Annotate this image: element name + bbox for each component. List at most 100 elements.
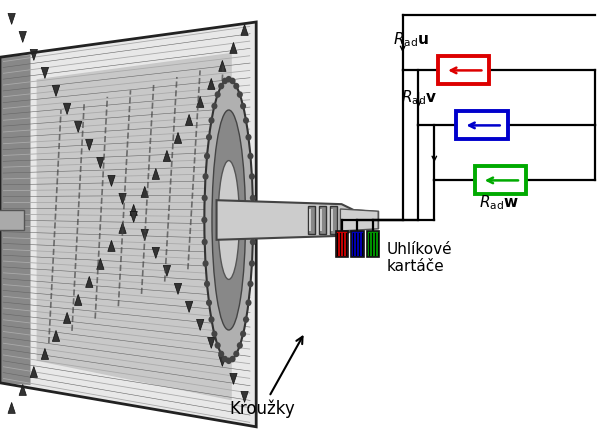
Polygon shape [8, 403, 15, 414]
Ellipse shape [218, 161, 239, 279]
Ellipse shape [250, 239, 256, 246]
Polygon shape [130, 205, 137, 216]
Polygon shape [185, 114, 193, 125]
Polygon shape [63, 103, 71, 114]
Polygon shape [74, 294, 82, 305]
Bar [330, 206, 337, 234]
Ellipse shape [233, 83, 239, 89]
Polygon shape [37, 53, 232, 400]
Ellipse shape [248, 281, 254, 287]
Polygon shape [241, 392, 248, 403]
Ellipse shape [245, 134, 251, 140]
Polygon shape [108, 240, 115, 251]
Polygon shape [41, 67, 49, 78]
Ellipse shape [203, 173, 209, 180]
Polygon shape [119, 194, 126, 205]
Polygon shape [63, 312, 71, 323]
FancyBboxPatch shape [438, 56, 489, 84]
Ellipse shape [240, 330, 246, 337]
Polygon shape [0, 55, 30, 385]
Ellipse shape [204, 153, 210, 159]
Text: Uhlíkové
kartáče: Uhlíkové kartáče [387, 242, 453, 275]
Ellipse shape [250, 217, 256, 224]
Ellipse shape [226, 357, 232, 364]
Polygon shape [119, 222, 126, 233]
Ellipse shape [201, 239, 207, 246]
Polygon shape [196, 319, 204, 330]
Polygon shape [230, 42, 237, 53]
Polygon shape [207, 78, 215, 89]
Text: Kroužky: Kroužky [229, 337, 303, 418]
Bar [308, 206, 315, 234]
Polygon shape [163, 265, 171, 276]
Ellipse shape [233, 351, 239, 357]
Polygon shape [74, 121, 82, 132]
Ellipse shape [211, 330, 217, 337]
Polygon shape [230, 374, 237, 385]
Ellipse shape [206, 134, 212, 140]
Bar [319, 206, 326, 234]
Bar [320, 209, 322, 231]
Ellipse shape [250, 194, 256, 201]
Polygon shape [152, 247, 159, 258]
Ellipse shape [206, 300, 212, 306]
Ellipse shape [212, 110, 245, 330]
Polygon shape [340, 209, 378, 231]
Ellipse shape [215, 91, 221, 98]
Ellipse shape [245, 300, 251, 306]
Ellipse shape [249, 173, 255, 180]
Polygon shape [219, 60, 226, 71]
Ellipse shape [218, 351, 224, 357]
Ellipse shape [229, 356, 235, 363]
Polygon shape [19, 385, 26, 396]
Bar [309, 209, 311, 231]
Ellipse shape [237, 342, 243, 349]
Ellipse shape [222, 356, 228, 363]
Polygon shape [108, 176, 115, 187]
FancyBboxPatch shape [475, 166, 526, 194]
Polygon shape [97, 158, 104, 169]
Polygon shape [219, 356, 226, 367]
Polygon shape [241, 24, 248, 35]
Polygon shape [52, 85, 60, 96]
Polygon shape [30, 49, 37, 60]
Ellipse shape [243, 316, 249, 323]
Polygon shape [185, 301, 193, 312]
Ellipse shape [243, 117, 249, 124]
Ellipse shape [240, 103, 246, 110]
Polygon shape [0, 210, 24, 230]
FancyBboxPatch shape [367, 231, 379, 257]
FancyBboxPatch shape [456, 111, 508, 139]
Polygon shape [152, 169, 159, 180]
Text: $R_{\mathrm{ad}}\mathbf{w}$: $R_{\mathrm{ad}}\mathbf{w}$ [479, 193, 518, 212]
Ellipse shape [204, 281, 210, 287]
Polygon shape [85, 139, 93, 150]
Ellipse shape [218, 83, 224, 89]
Ellipse shape [222, 77, 228, 84]
Polygon shape [97, 258, 104, 269]
Polygon shape [19, 31, 26, 42]
Ellipse shape [209, 316, 215, 323]
Ellipse shape [209, 117, 215, 124]
Ellipse shape [204, 79, 253, 361]
Text: $R_{\mathrm{ad}}\mathbf{v}$: $R_{\mathrm{ad}}\mathbf{v}$ [401, 88, 437, 107]
Polygon shape [85, 276, 93, 287]
Ellipse shape [229, 77, 235, 84]
Polygon shape [207, 337, 215, 348]
Polygon shape [141, 187, 148, 198]
Polygon shape [0, 22, 256, 427]
Polygon shape [217, 200, 378, 240]
Text: $R_{\mathrm{ad}}\mathbf{u}$: $R_{\mathrm{ad}}\mathbf{u}$ [393, 30, 429, 49]
Ellipse shape [201, 194, 207, 201]
Ellipse shape [249, 260, 255, 267]
Polygon shape [41, 348, 49, 359]
Bar [331, 209, 333, 231]
FancyBboxPatch shape [336, 231, 348, 257]
Ellipse shape [215, 342, 221, 349]
Polygon shape [174, 283, 182, 294]
Polygon shape [130, 211, 137, 222]
Ellipse shape [226, 76, 232, 83]
Polygon shape [52, 330, 60, 341]
Polygon shape [163, 150, 171, 161]
Polygon shape [141, 229, 148, 240]
